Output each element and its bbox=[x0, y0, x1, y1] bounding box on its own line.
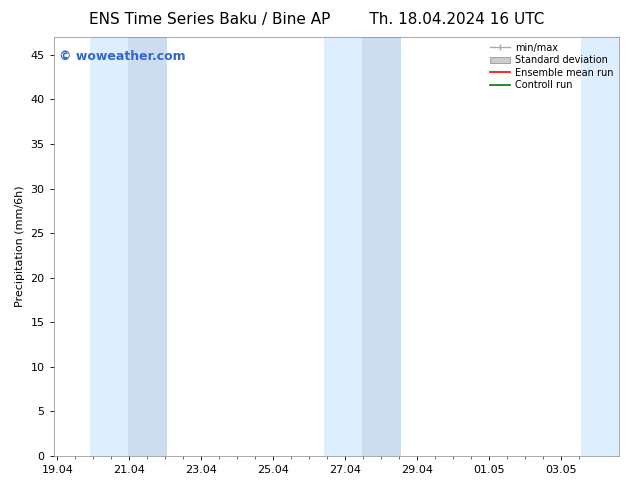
Bar bbox=[581, 37, 619, 456]
Text: ENS Time Series Baku / Bine AP        Th. 18.04.2024 16 UTC: ENS Time Series Baku / Bine AP Th. 18.04… bbox=[89, 12, 545, 27]
Bar bbox=[361, 37, 401, 456]
Text: © woweather.com: © woweather.com bbox=[60, 49, 186, 63]
Legend: min/max, Standard deviation, Ensemble mean run, Controll run: min/max, Standard deviation, Ensemble me… bbox=[486, 39, 617, 94]
Y-axis label: Precipitation (mm/6h): Precipitation (mm/6h) bbox=[15, 186, 25, 307]
Bar bbox=[90, 37, 127, 456]
Bar bbox=[127, 37, 167, 456]
Bar bbox=[324, 37, 361, 456]
